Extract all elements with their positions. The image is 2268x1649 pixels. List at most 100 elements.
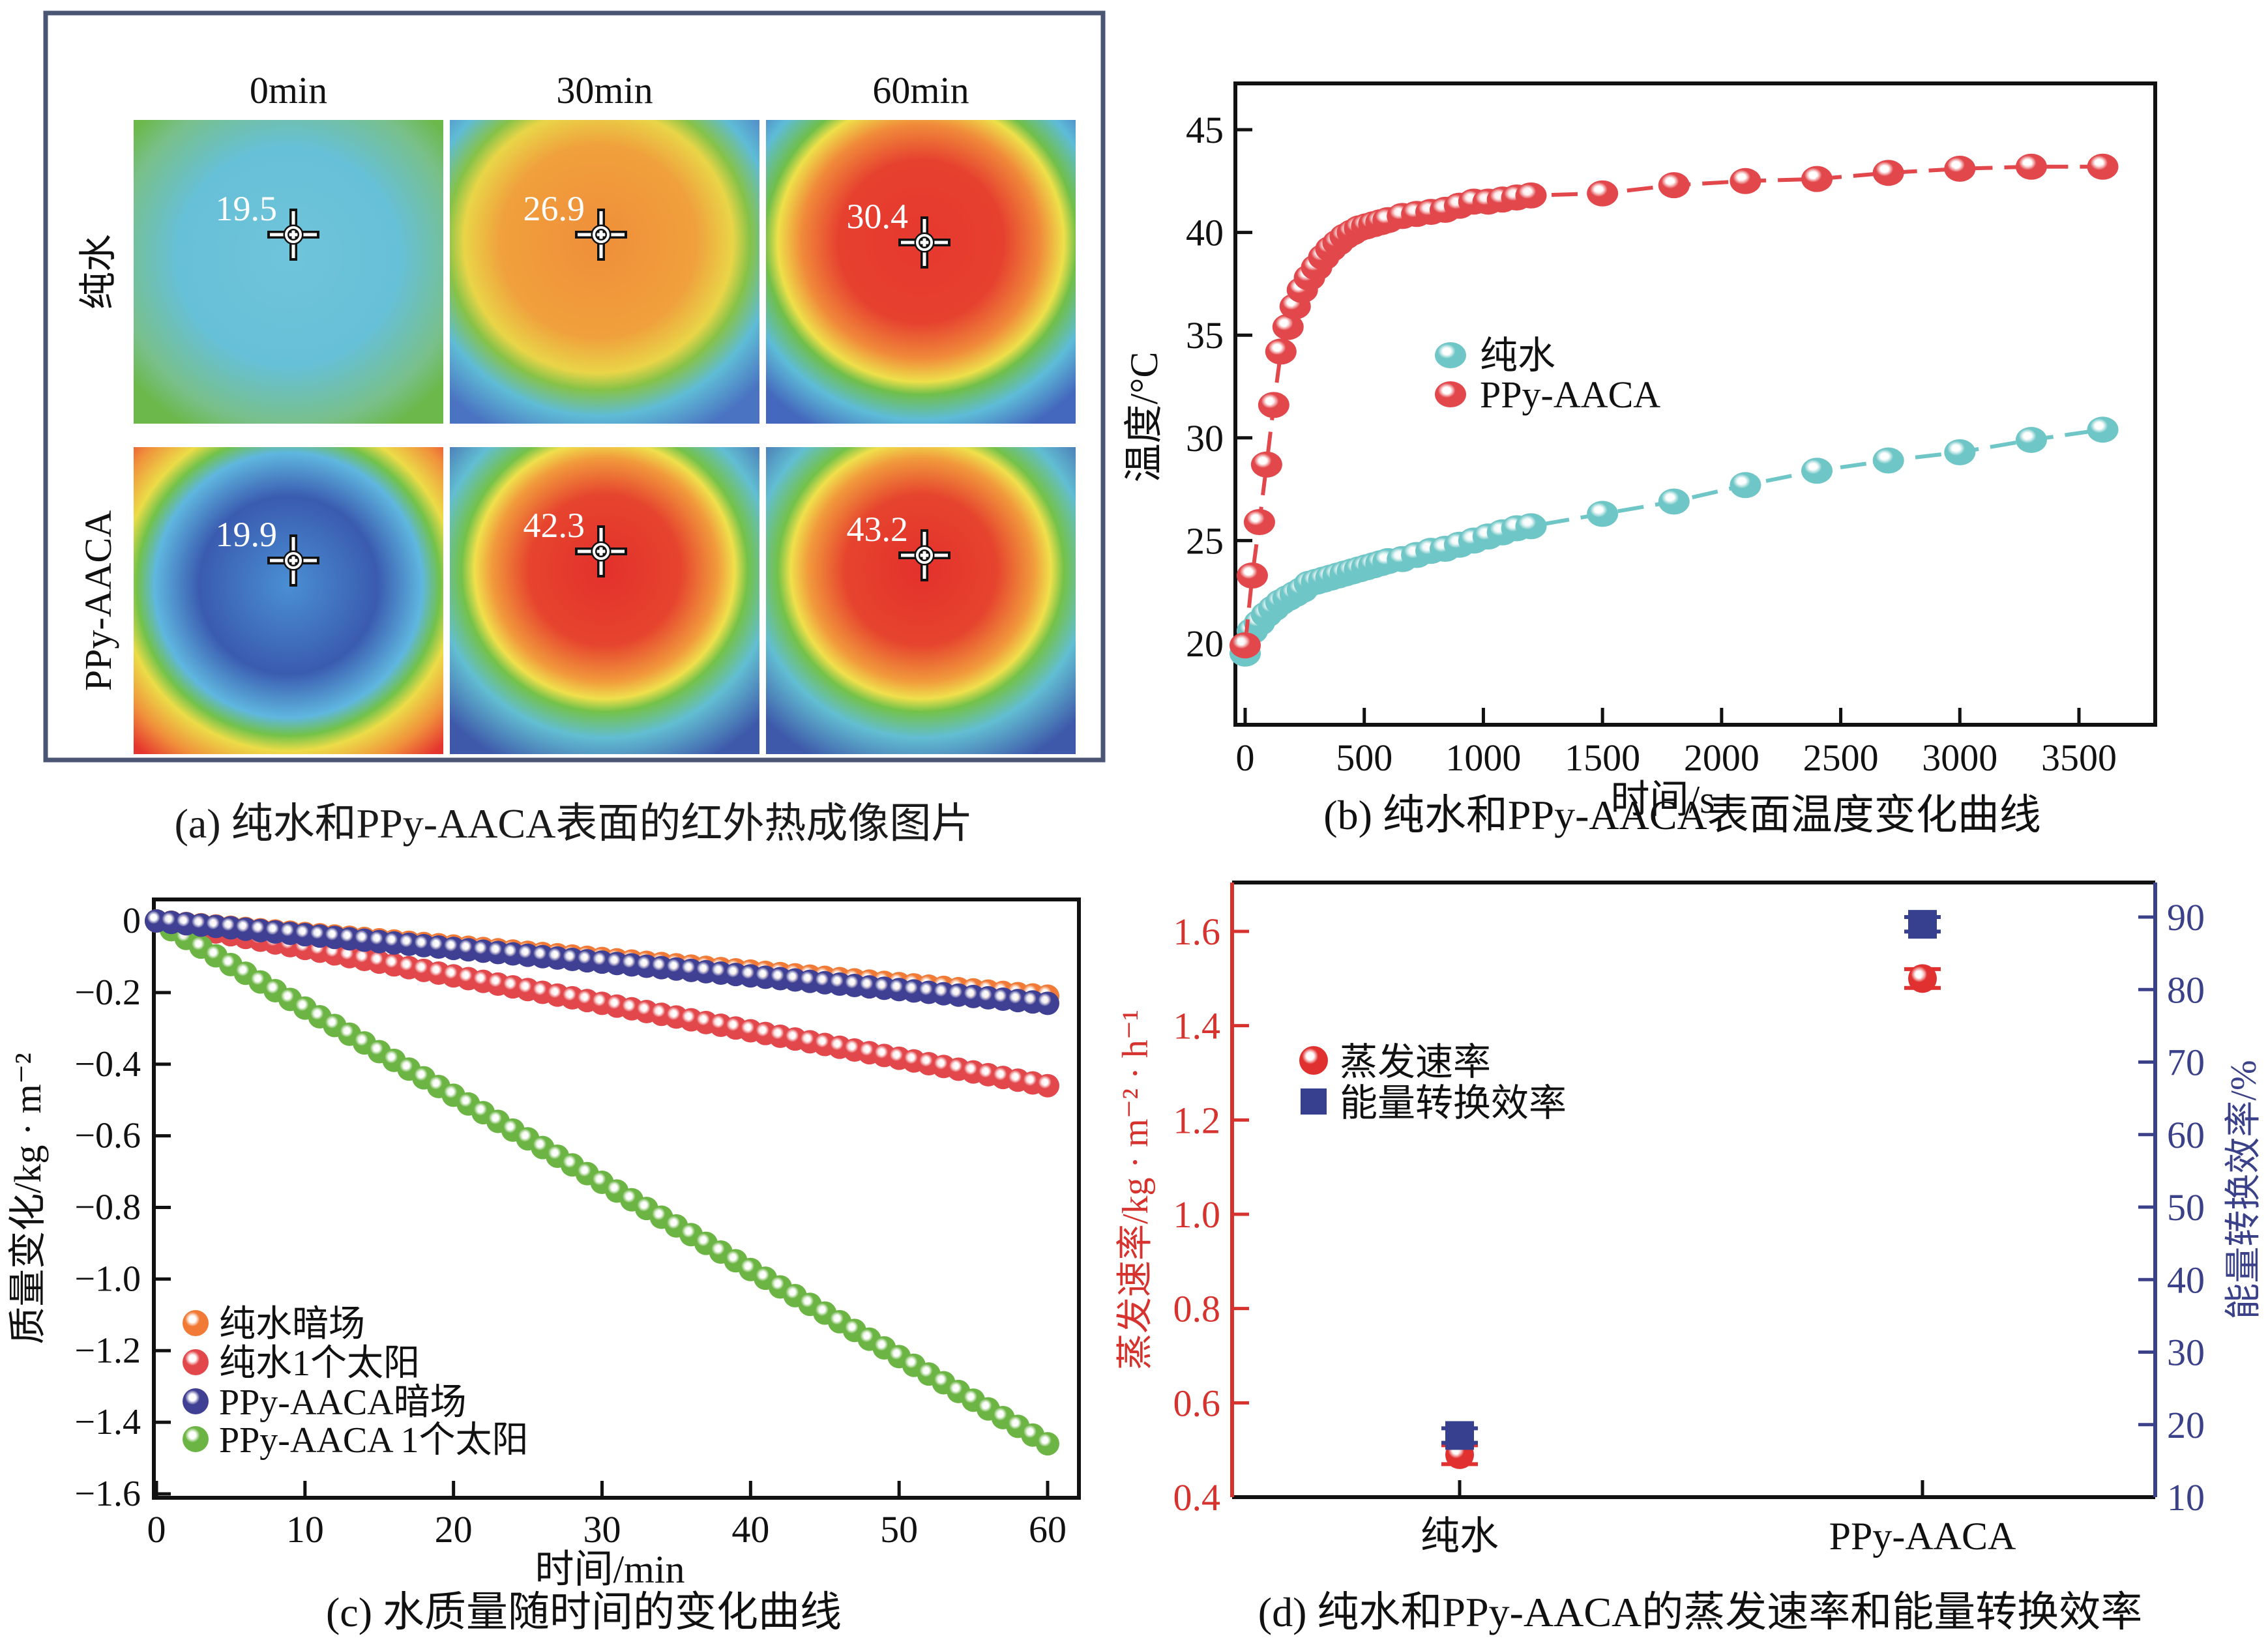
thermal-image: 19.9 <box>134 447 443 754</box>
thermal-image-fill <box>134 120 443 424</box>
right-y-tick-label: 60 <box>2167 1114 2205 1156</box>
temperature-reading: 42.3 <box>523 506 585 545</box>
data-point <box>2087 153 2119 180</box>
left-y-tick-label: 0.8 <box>1173 1288 1221 1330</box>
y-tick-label: −0.6 <box>74 1116 141 1156</box>
right-y-tick-label: 20 <box>2167 1404 2205 1446</box>
right-y-tick-label: 90 <box>2167 896 2205 939</box>
x-axis-label: 时间/min <box>535 1548 685 1591</box>
y-tick-label: −0.4 <box>74 1044 141 1085</box>
thermal-image: 42.3 <box>450 447 759 754</box>
x-category-label: 纯水 <box>1421 1515 1499 1558</box>
y-tick-label: −1.0 <box>74 1259 141 1299</box>
y-tick-label: 35 <box>1186 314 1224 357</box>
right-y-tick-label: 30 <box>2167 1332 2205 1374</box>
legend-marker <box>1435 342 1466 368</box>
x-tick-label: 3500 <box>2041 737 2117 779</box>
x-tick-label: 50 <box>880 1508 918 1551</box>
crosshair-icon <box>575 525 627 577</box>
data-point <box>1036 991 1059 1015</box>
data-point <box>1658 172 1690 199</box>
data-point <box>1944 439 1976 465</box>
legend-label: 能量转换效率 <box>1340 1082 1567 1124</box>
legend-marker <box>1299 1046 1328 1075</box>
data-point <box>2015 153 2047 180</box>
data-point <box>1801 166 1833 192</box>
data-point <box>2015 426 2047 453</box>
y-tick-label: 40 <box>1186 212 1224 254</box>
legend-marker <box>183 1426 209 1452</box>
right-y-tick-label: 70 <box>2167 1042 2205 1084</box>
data-point <box>2087 416 2119 443</box>
temperature-reading: 30.4 <box>847 197 909 236</box>
thermal-image: 19.5 <box>134 120 443 424</box>
data-point <box>1515 182 1547 209</box>
data-point <box>1658 488 1690 515</box>
column-label-60min: 60min <box>872 69 969 111</box>
legend-marker <box>183 1388 209 1414</box>
thermal-image-fill <box>134 447 443 754</box>
panel-c-chart: 0−0.2−0.4−0.6−0.8−1.0−1.2−1.4−1.60 10 20 30… <box>7 897 1081 1635</box>
legend-marker <box>183 1349 209 1375</box>
thermal-image: 43.2 <box>766 447 1076 754</box>
x-tick-label: 10 <box>286 1508 324 1551</box>
row-label: PPy-AACA <box>77 510 119 691</box>
data-point-group <box>1441 1421 1478 1450</box>
plot-frame <box>152 897 1081 1500</box>
data-point <box>1587 501 1619 527</box>
left-y-tick-label: 1.2 <box>1173 1099 1221 1141</box>
panel-c-caption: (c) 水质量随时间的变化曲线 <box>326 1589 842 1635</box>
left-y-tick-label: 0.4 <box>1173 1476 1221 1519</box>
legend-marker <box>1301 1088 1327 1115</box>
data-point <box>1908 964 1937 993</box>
crosshair-icon <box>898 529 950 581</box>
data-point <box>1243 509 1275 536</box>
x-axis-label: 时间/s <box>1610 778 1715 821</box>
crosshair-ring <box>593 226 610 243</box>
x-category-label: PPy-AACA <box>1829 1515 2016 1558</box>
crosshair-icon <box>575 209 627 261</box>
series-2 <box>145 909 1059 1015</box>
legend-label: 纯水 <box>1480 334 1555 377</box>
right-y-axis-label: 能量转换效率/% <box>2224 1060 2264 1319</box>
crosshair-icon <box>267 534 319 587</box>
x-tick-label: 1000 <box>1445 737 1521 779</box>
x-tick-label: 20 <box>435 1508 473 1551</box>
crosshair-icon <box>267 209 319 261</box>
x-tick-label: 2000 <box>1684 737 1760 779</box>
data-point <box>1036 1432 1059 1456</box>
data-point <box>1908 910 1937 939</box>
legend-marker <box>1435 381 1466 407</box>
y-tick-label: 30 <box>1186 417 1224 460</box>
data-point <box>1515 513 1547 540</box>
legend-label: 蒸发速率 <box>1340 1041 1491 1083</box>
thermal-image-fill <box>450 120 759 424</box>
crosshair-ring <box>285 552 302 569</box>
data-point <box>1801 458 1833 484</box>
data-point <box>1230 632 1261 659</box>
thermal-image-fill <box>450 447 759 754</box>
y-tick-label: −1.6 <box>74 1474 141 1514</box>
legend-label: 纯水1个太阳 <box>219 1343 420 1384</box>
y-tick-label: −1.2 <box>74 1330 141 1371</box>
temperature-reading: 19.9 <box>216 515 278 554</box>
left-y-tick-label: 1.6 <box>1173 911 1221 953</box>
left-y-axis-label: 蒸发速率/kg · m⁻² · h⁻¹ <box>1115 1010 1156 1370</box>
right-y-tick-label: 10 <box>2167 1476 2205 1519</box>
x-tick-label: 1500 <box>1565 737 1640 779</box>
y-axis-label: 质量变化/kg · m⁻² <box>7 1053 49 1345</box>
thermal-image-fill <box>766 120 1076 424</box>
y-tick-label: 20 <box>1186 622 1224 665</box>
panel-a-frame <box>43 10 1106 763</box>
data-point <box>1730 472 1761 499</box>
column-label-30min: 30min <box>556 69 653 111</box>
left-y-tick-label: 1.0 <box>1173 1193 1221 1236</box>
row-label: 纯水 <box>77 234 119 310</box>
data-point <box>1445 1421 1474 1450</box>
thermal-image-fill <box>766 447 1076 754</box>
x-tick-label: 3000 <box>1922 737 1997 779</box>
x-tick-label: 30 <box>583 1508 621 1551</box>
x-tick-label: 2500 <box>1803 737 1879 779</box>
data-point <box>1236 562 1268 589</box>
